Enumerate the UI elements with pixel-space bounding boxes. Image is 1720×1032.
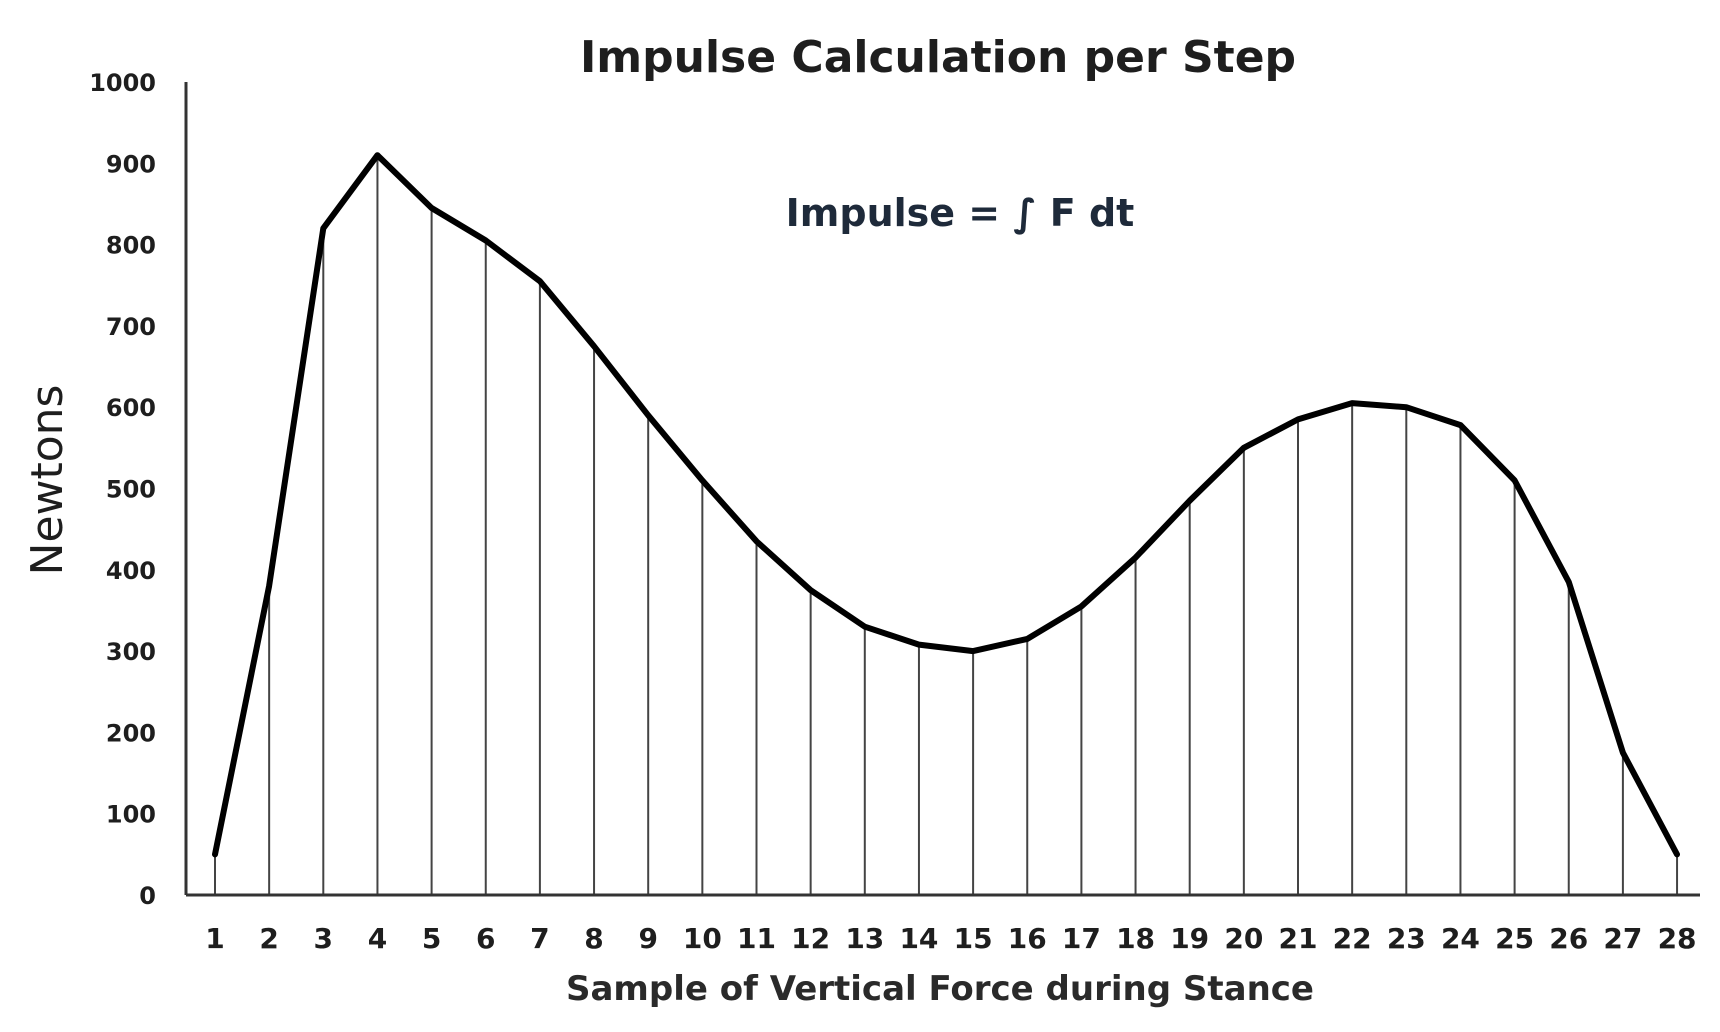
x-tick-label: 14 (899, 922, 938, 955)
x-tick-label: 4 (368, 922, 387, 955)
x-tick-label: 28 (1658, 922, 1697, 955)
x-tick-label: 7 (530, 922, 549, 955)
x-tick-label: 5 (422, 922, 441, 955)
x-tick-label: 25 (1495, 922, 1534, 955)
x-tick-label: 26 (1549, 922, 1588, 955)
x-tick-label: 27 (1603, 922, 1642, 955)
x-tick-label: 9 (638, 922, 657, 955)
x-tick-label: 23 (1387, 922, 1426, 955)
x-axis-label: Sample of Vertical Force during Stance (566, 969, 1314, 1009)
x-tick-label: 6 (476, 922, 495, 955)
x-tick-label: 24 (1441, 922, 1480, 955)
x-tick-label: 17 (1062, 922, 1101, 955)
chart-title: Impulse Calculation per Step (580, 32, 1296, 83)
x-tick-label: 11 (737, 922, 776, 955)
y-tick-label: 400 (106, 557, 156, 585)
x-tick-label: 13 (845, 922, 884, 955)
y-axis-label: Newtons (22, 385, 73, 576)
x-tick-label: 1 (205, 922, 224, 955)
y-tick-label: 100 (106, 801, 156, 829)
x-tick-label: 3 (314, 922, 333, 955)
y-tick-label: 1000 (89, 69, 156, 97)
y-tick-label: 700 (106, 313, 156, 341)
y-tick-label: 300 (106, 638, 156, 666)
force-curve (212, 152, 1680, 858)
x-tick-label: 8 (584, 922, 603, 955)
y-tick-label: 900 (106, 150, 156, 178)
y-tick-label: 500 (106, 476, 156, 504)
y-tick-label: 0 (139, 882, 156, 910)
x-tick-label: 12 (791, 922, 830, 955)
x-tick-label: 19 (1170, 922, 1209, 955)
y-tick-label: 800 (106, 232, 156, 260)
x-tick-labels: 1 2 3 4 5 6 7 8 9 10 11 12 13 14 15 16 17 18 19 20 21 22 23 24 2… (205, 922, 1696, 955)
y-tick-labels: 0 100 200 300 400 500 600 700 800 900 1000 (89, 69, 156, 910)
x-tick-label: 10 (683, 922, 722, 955)
y-tick-label: 200 (106, 719, 156, 747)
x-tick-label: 16 (1008, 922, 1047, 955)
y-tick-label: 600 (106, 394, 156, 422)
x-tick-label: 15 (954, 922, 993, 955)
impulse-formula-annotation: Impulse = ∫ F dt (786, 191, 1135, 235)
x-tick-label: 20 (1224, 922, 1263, 955)
drop-lines (214, 155, 1679, 895)
x-tick-label: 22 (1333, 922, 1372, 955)
x-tick-label: 21 (1279, 922, 1318, 955)
x-tick-label: 2 (259, 922, 278, 955)
x-tick-label: 18 (1116, 922, 1155, 955)
